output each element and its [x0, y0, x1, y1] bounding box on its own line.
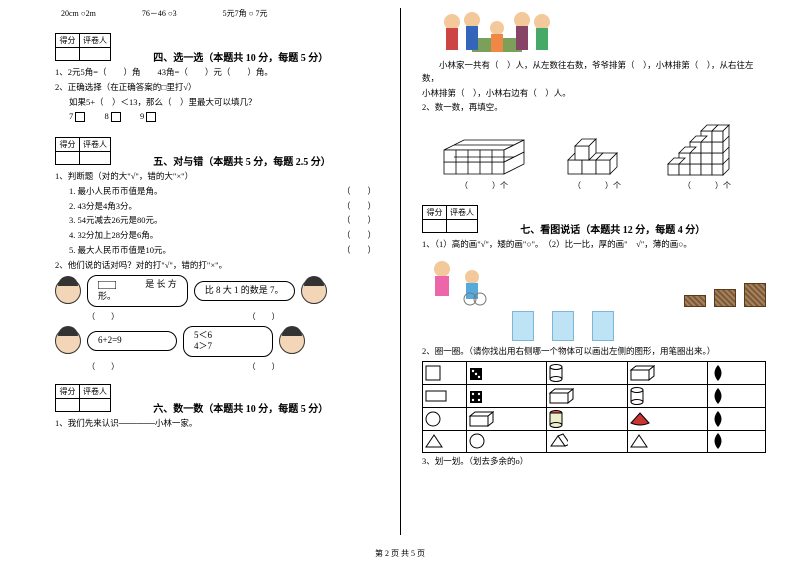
opt9: 9	[140, 111, 144, 121]
s7-q1: 1、（1）高的画"√"，矮的画"○"。 （2）比一比，厚的画" √"，薄的画○。	[422, 238, 766, 251]
checkbox-8[interactable]	[111, 112, 121, 122]
face-icon	[279, 328, 305, 354]
shape-table	[422, 361, 766, 453]
thick-box	[684, 295, 706, 307]
cmp-c: 5元7角 ○ 7元	[223, 9, 268, 18]
cube-stack-2: （ ）个	[562, 128, 632, 191]
table-row	[423, 407, 766, 430]
column-divider	[400, 8, 401, 535]
s6-t2: 小林排第（ ），小林右边有（ ）人。	[422, 87, 766, 100]
s4-options: 7 8 9	[69, 110, 376, 123]
score-box-4: 得分评卷人	[55, 33, 111, 61]
cube-stack-3: （ ）个	[664, 120, 750, 191]
square-icon	[424, 364, 442, 382]
compare-row	[422, 255, 766, 307]
face-icon	[55, 328, 81, 354]
rectangle-icon	[424, 389, 448, 403]
thin-box	[592, 311, 614, 341]
circle-icon	[424, 410, 442, 428]
dice-icon	[468, 364, 488, 382]
score-box-7: 得分评卷人	[422, 205, 478, 233]
thick-box	[714, 289, 736, 307]
cmp-b: 76－46 ○3	[142, 9, 177, 18]
speech-bubble-3: 6+2=9	[87, 331, 177, 351]
s5-a3: 3. 54元减去26元是80元。（ ）	[69, 214, 376, 227]
speech-bubble-2: 比 8 大 1 的数是 7。	[194, 281, 295, 301]
table-row	[423, 430, 766, 452]
table-row	[423, 361, 766, 384]
dialog-row-2: 6+2=9 5＜64＞7	[55, 326, 376, 357]
lens-icon	[709, 364, 727, 382]
checkbox-7[interactable]	[75, 112, 85, 122]
triangle-icon	[424, 433, 444, 449]
marks-row-1: （ ）（ ）	[55, 311, 376, 322]
lens-icon	[709, 410, 727, 428]
cmp-a: 20cm ○2m	[61, 9, 96, 18]
section4-title: 四、选一选（本题共 10 分，每题 5 分）	[153, 49, 328, 64]
s5-a2: 2. 43分是4角3分。（ ）	[69, 200, 376, 213]
cuboid-icon	[629, 364, 655, 382]
prism-icon	[548, 432, 568, 450]
cuboid-icon	[468, 410, 494, 428]
s5-a5: 5. 最大人民币币值是10元。（ ）	[69, 244, 376, 257]
cuboid-icon	[548, 387, 574, 405]
section6-title: 六、数一数（本题共 10 分，每题 5 分）	[153, 400, 328, 415]
table-row	[423, 384, 766, 407]
cylinder-icon	[548, 363, 564, 383]
face-icon	[301, 278, 327, 304]
score-h: 得分	[56, 34, 80, 48]
s4-q2a: 如果5+（ ）＜13，那么（ ）里最大可以填几？	[69, 96, 376, 109]
s5-q2: 2、他们说的话对吗？对的打"√"，错的打"×"。	[55, 259, 376, 272]
section5-title: 五、对与错（本题共 5 分，每题 2.5 分）	[153, 153, 331, 168]
s4-q1: 1、2元5角=（ ）角 43角=（ ）元（ ）角。	[55, 66, 376, 79]
s6-q2: 2、数一数，再填空。	[422, 101, 766, 114]
triangle-icon	[629, 433, 649, 449]
thin-box	[512, 311, 534, 341]
dice-icon	[468, 387, 488, 405]
speech-bubble-4: 5＜64＞7	[183, 326, 273, 357]
section7-title: 七、看图说话（本题共 12 分，每题 4 分）	[520, 221, 705, 236]
page-footer: 第 2 页 共 5 页	[0, 548, 800, 559]
kids-icon	[422, 255, 494, 307]
score-box-6: 得分评卷人	[55, 384, 111, 412]
top-comparisons: 20cm ○2m 76－46 ○3 5元7角 ○ 7元	[61, 8, 376, 19]
opt7: 7	[69, 111, 73, 121]
score-box-5: 得分评卷人	[55, 137, 111, 165]
cube-stack-1: （ ）个	[438, 128, 530, 191]
s6-q1: 1、我们先来认识──────小林一家。	[55, 417, 376, 430]
speech-bubble-1: 是 长 方形。	[87, 275, 188, 306]
thick-box	[744, 283, 766, 307]
dialog-row-1: 是 长 方形。 比 8 大 1 的数是 7。	[55, 275, 376, 306]
face-icon	[55, 278, 81, 304]
circle-icon	[468, 432, 486, 450]
s6-t1: 小林家一共有（ ）人，从左数往右数，爷爷排第（ ），小林排第（ ），从右往左数，	[422, 59, 766, 85]
cylinder-icon	[629, 386, 645, 406]
s5-a1: 1. 最小人民币币值是角。（ ）	[69, 185, 376, 198]
grader-h: 评卷人	[80, 34, 111, 48]
rect-icon	[98, 281, 116, 289]
s4-q2: 2、正确选择（在正确答案的□里打√）	[55, 81, 376, 94]
s7-q2: 2、圈一圈。（请你找出用右侧哪一个物体可以画出左侧的图形，用笔圈出来。）	[422, 345, 766, 358]
s5-a4: 4. 32分加上28分是6角。（ ）	[69, 229, 376, 242]
thin-box	[552, 311, 574, 341]
s7-q3: 3、划一划。（划去多余的o）	[422, 455, 766, 468]
lens-icon	[709, 432, 727, 450]
family-illustration	[422, 8, 766, 56]
s5-q1: 1、判断题（对的大"√"，错的大"×"）	[55, 170, 376, 183]
lens-icon	[709, 387, 727, 405]
can-icon	[548, 409, 564, 429]
checkbox-9[interactable]	[146, 112, 156, 122]
marks-row-2: （ ）（ ）	[55, 361, 376, 372]
cube-groups: （ ）个 （ ）个	[422, 120, 766, 191]
cone-icon	[629, 411, 651, 427]
thin-row	[512, 311, 766, 341]
opt8: 8	[105, 111, 109, 121]
